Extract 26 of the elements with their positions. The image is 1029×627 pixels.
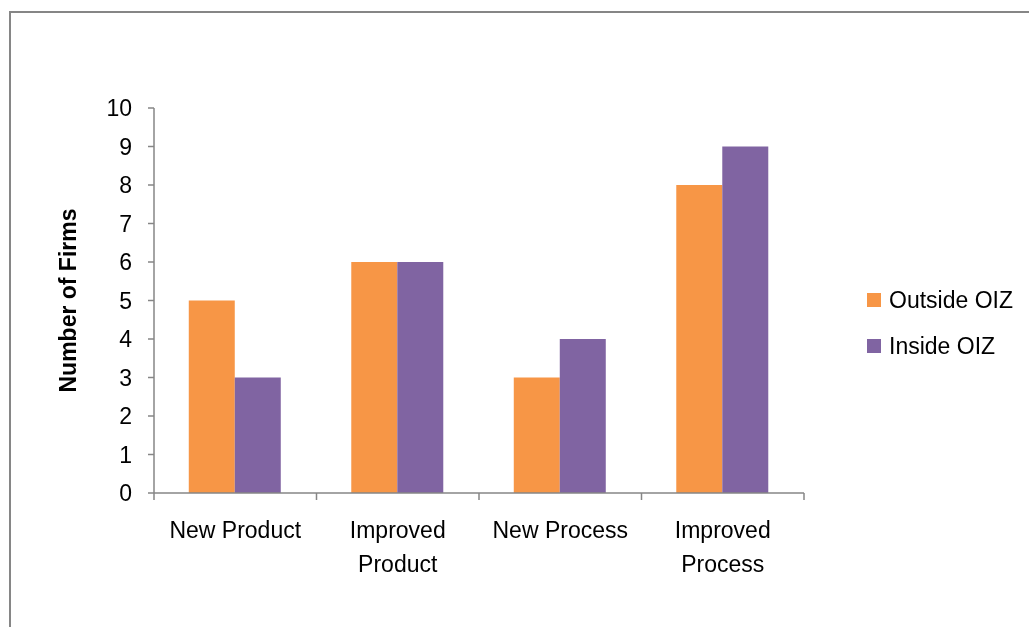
bar [513,377,560,493]
y-tick-label: 4 [119,326,133,353]
x-tick-label: Improved Process [674,517,771,578]
legend-label: Outside OIZ [889,286,1013,314]
bar [559,339,606,493]
y-tick-label: 9 [119,133,132,160]
y-tick-label: 0 [119,480,132,507]
x-tick-label: New Process [492,517,628,544]
y-tick-label: 1 [119,441,132,468]
y-axis-title: Number of Firms [55,208,82,393]
y-tick-label: 3 [119,364,132,391]
bar [188,300,235,493]
bar [397,262,444,493]
bar [351,262,398,493]
bar [722,146,769,493]
y-tick-label: 2 [119,403,132,430]
y-tick-label: 8 [119,172,132,199]
y-tick-label: 7 [119,210,132,237]
bar [676,185,723,493]
legend-label: Inside OIZ [889,332,996,360]
x-tick-label: Improved Product [349,517,446,578]
bar [234,377,281,493]
y-tick-label: 10 [106,95,132,122]
y-tick-label: 6 [119,249,132,276]
x-tick-label: New Product [169,517,302,544]
y-tick-label: 5 [119,287,132,314]
